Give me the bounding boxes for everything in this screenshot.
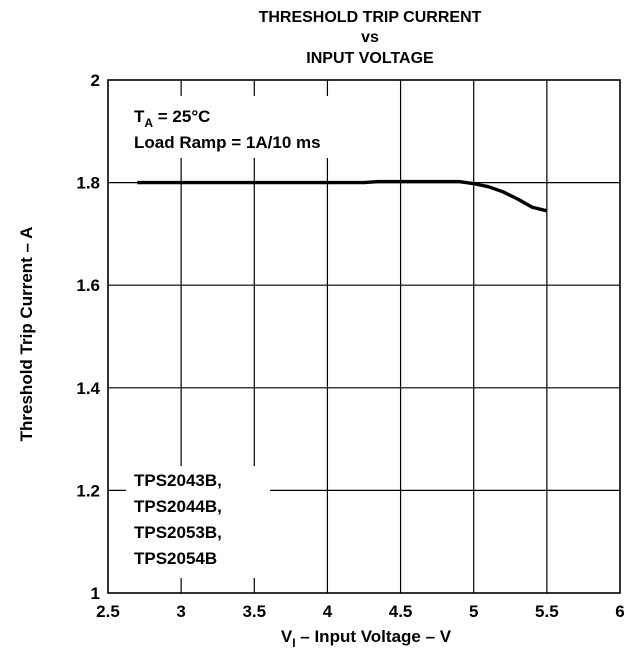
device-item-1: TPS2043B, [134, 471, 222, 490]
conditions-annotation: TA = 25°C Load Ramp = 1A/10 ms [126, 96, 386, 158]
ambient-temperature-label: TA = 25°C [134, 107, 210, 130]
y-tick-label-1: 1 [91, 584, 100, 603]
x-tick-label-3.5: 3.5 [242, 602, 266, 621]
device-item-4: TPS2054B [134, 549, 217, 568]
device-item-2: TPS2044B, [134, 497, 222, 516]
x-tick-label-2.5: 2.5 [96, 602, 120, 621]
y-tick-label-1.2: 1.2 [76, 481, 100, 500]
plot-area-border [107, 79, 621, 594]
load-ramp-label: Load Ramp = 1A/10 ms [134, 133, 321, 152]
chart-title: THRESHOLD TRIP CURRENT vs INPUT VOLTAGE [259, 9, 482, 67]
x-tick-label-3: 3 [176, 602, 185, 621]
x-tick-label-6: 6 [615, 602, 624, 621]
y-tick-label-1.8: 1.8 [76, 174, 100, 193]
chart-title-line-1: THRESHOLD TRIP CURRENT [259, 9, 482, 26]
x-tick-label-4.5: 4.5 [389, 602, 413, 621]
x-tick-label-5: 5 [469, 602, 478, 621]
x-tick-labels: 2.5 3 3.5 4 4.5 5 5.5 6 [96, 602, 625, 621]
conditions-annotation-background [126, 96, 386, 158]
y-axis-label: Threshold Trip Current – A [17, 227, 36, 442]
y-tick-labels: 1 1.2 1.4 1.6 1.8 2 [76, 71, 100, 603]
y-tick-label-1.6: 1.6 [76, 276, 100, 295]
data-series [137, 179, 548, 213]
series-line-1 [137, 179, 548, 213]
x-tick-label-5.5: 5.5 [535, 602, 559, 621]
device-item-3: TPS2053B, [134, 523, 222, 542]
x-tick-label-4: 4 [323, 602, 333, 621]
chart-title-line-2: vs [361, 29, 379, 46]
x-axis-label: VI – Input Voltage – V [281, 627, 452, 650]
device-list-annotation: TPS2043B, TPS2044B, TPS2053B, TPS2054B [126, 466, 270, 578]
y-tick-label-1.4: 1.4 [76, 379, 100, 398]
device-list-background [126, 466, 270, 578]
plot-frame [107, 79, 621, 594]
y-tick-label-2: 2 [91, 71, 100, 90]
chart-title-line-3: INPUT VOLTAGE [306, 50, 434, 67]
